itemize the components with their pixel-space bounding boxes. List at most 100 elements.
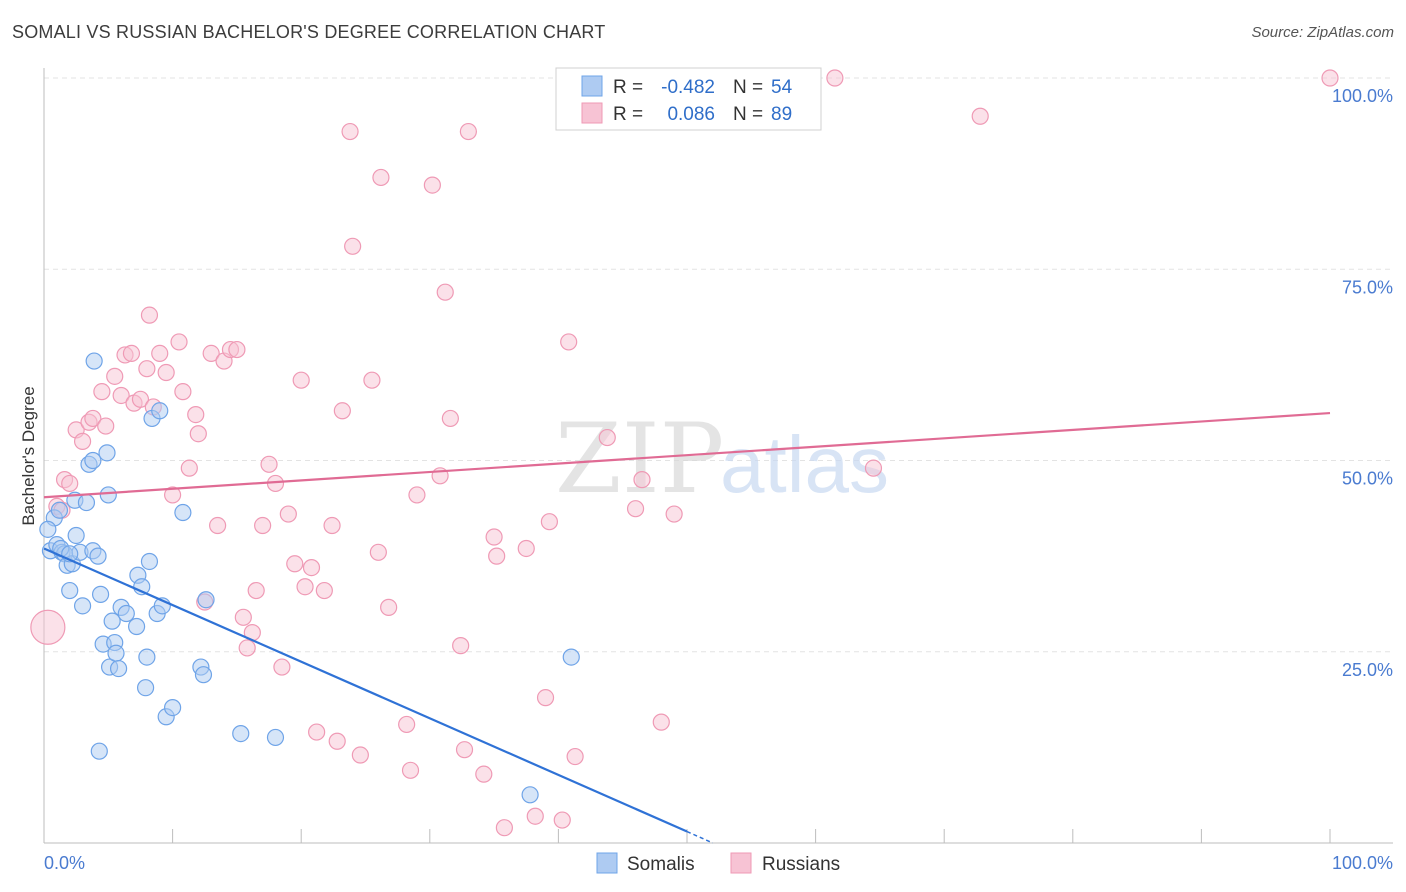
russians-point-30 bbox=[209, 516, 227, 535]
chart-title: SOMALI VS RUSSIAN BACHELOR'S DEGREE CORR… bbox=[12, 22, 606, 42]
russians-point-61 bbox=[408, 486, 426, 504]
y-tick-label-2: 75.0% bbox=[1342, 277, 1393, 297]
somalis-point-48 bbox=[266, 728, 285, 747]
somalis-point-25 bbox=[103, 612, 121, 630]
russians-point-48 bbox=[315, 581, 333, 600]
russians-point-11 bbox=[106, 367, 124, 385]
stats-r-value-russians: 0.086 bbox=[667, 104, 715, 125]
russians-point-55 bbox=[363, 371, 381, 389]
russians-point-17 bbox=[138, 360, 156, 378]
russians-point-71 bbox=[488, 547, 506, 565]
russians-point-6 bbox=[73, 432, 92, 450]
russians-point-54 bbox=[351, 746, 369, 764]
somalis-point-51 bbox=[39, 520, 57, 538]
stats-n-label-somalis: N = bbox=[733, 77, 763, 98]
somalis-point-27 bbox=[107, 644, 125, 662]
russians-point-37 bbox=[247, 581, 265, 600]
somalis-point-34 bbox=[136, 679, 155, 697]
russians-point-38 bbox=[254, 516, 272, 535]
russians-point-25 bbox=[180, 459, 198, 477]
russians-point-26 bbox=[187, 406, 205, 424]
russians-point-14 bbox=[122, 344, 141, 362]
russians-point-51 bbox=[333, 402, 351, 420]
russians-point-39 bbox=[260, 455, 278, 473]
russians-point-33 bbox=[228, 340, 246, 359]
x-tick-label-0: 0.0% bbox=[44, 853, 85, 873]
somalis-point-3 bbox=[50, 501, 69, 519]
russians-point-62 bbox=[423, 176, 441, 194]
russians-point-83 bbox=[652, 713, 670, 731]
somalis-point-35 bbox=[138, 648, 156, 666]
watermark-atlas: atlas bbox=[720, 420, 889, 509]
somalis-point-22 bbox=[98, 444, 116, 462]
russians-point-56 bbox=[369, 543, 387, 561]
russians-point-82 bbox=[633, 471, 651, 489]
somalis-trend-line bbox=[43, 547, 688, 833]
russians-point-29 bbox=[202, 344, 220, 362]
russians-point-20 bbox=[151, 344, 169, 362]
russians-point-75 bbox=[536, 689, 555, 707]
somalis-point-13 bbox=[77, 493, 96, 512]
russians-point-81 bbox=[626, 500, 645, 518]
russians-point-80 bbox=[598, 428, 616, 447]
somalis-point-39 bbox=[151, 402, 169, 420]
chart-source: Source: ZipAtlas.com bbox=[1251, 24, 1394, 41]
somalis-point-17 bbox=[85, 352, 103, 370]
axes bbox=[43, 68, 1393, 844]
russians-point-74 bbox=[526, 807, 544, 825]
somalis-point-12 bbox=[73, 597, 92, 615]
russians-point-27 bbox=[189, 425, 207, 443]
russians-point-66 bbox=[452, 637, 470, 655]
russians-point-60 bbox=[401, 761, 420, 779]
russians-points bbox=[30, 69, 1339, 837]
russians-point-65 bbox=[441, 409, 459, 428]
somalis-point-36 bbox=[140, 552, 159, 571]
series-legend: Somalis Russians bbox=[596, 852, 840, 875]
russians-point-84 bbox=[665, 505, 683, 523]
stats-r-value-somalis: -0.482 bbox=[661, 77, 715, 98]
somalis-point-9 bbox=[67, 526, 85, 545]
stats-n-value-somalis: 54 bbox=[771, 77, 793, 98]
legend-swatch-somalis bbox=[596, 852, 618, 874]
russians-trend-line bbox=[43, 411, 1331, 499]
russians-point-88 bbox=[971, 107, 989, 125]
russians-point-67 bbox=[455, 741, 474, 759]
somalis-point-20 bbox=[91, 585, 110, 603]
legend-label-somalis: Somalis bbox=[627, 854, 695, 875]
y-tick-label-0: 25.0% bbox=[1342, 660, 1393, 680]
russians-point-53 bbox=[344, 237, 362, 255]
somalis-point-42 bbox=[164, 698, 182, 717]
russians-point-69 bbox=[475, 765, 493, 783]
russians-point-86 bbox=[826, 69, 844, 87]
russians-point-57 bbox=[372, 168, 390, 187]
somalis-point-15 bbox=[84, 451, 102, 470]
russians-point-50 bbox=[328, 732, 346, 750]
russians-point-23 bbox=[170, 333, 188, 351]
russians-point-89 bbox=[1321, 69, 1339, 87]
russians-point-70 bbox=[485, 528, 503, 546]
russians-point-9 bbox=[93, 383, 111, 401]
somalis-trend-extension bbox=[686, 830, 714, 844]
russians-point-12 bbox=[112, 386, 130, 405]
somalis-point-7 bbox=[61, 581, 79, 600]
somalis-point-45 bbox=[194, 666, 213, 684]
russians-point-76 bbox=[540, 513, 558, 531]
russians-point-45 bbox=[296, 578, 314, 596]
russians-point-8 bbox=[84, 409, 102, 428]
somalis-point-49 bbox=[521, 786, 539, 804]
russians-point-49 bbox=[323, 516, 341, 535]
stats-n-value-russians: 89 bbox=[771, 104, 792, 125]
stats-legend: R = -0.482 N = 54 R = 0.086 N = 89 bbox=[555, 67, 822, 131]
somalis-point-30 bbox=[117, 604, 135, 623]
somalis-point-31 bbox=[127, 617, 146, 636]
russians-point-46 bbox=[302, 558, 321, 577]
stats-n-label-russians: N = bbox=[733, 104, 763, 125]
x-tick-label-100: 100.0% bbox=[1332, 853, 1393, 873]
somalis-points bbox=[39, 352, 580, 804]
russians-point-21 bbox=[157, 363, 175, 382]
russians-point-44 bbox=[292, 371, 310, 389]
somalis-point-47 bbox=[232, 725, 250, 743]
russians-point-4 bbox=[61, 474, 79, 493]
stats-r-label-russians: R = bbox=[613, 104, 643, 125]
